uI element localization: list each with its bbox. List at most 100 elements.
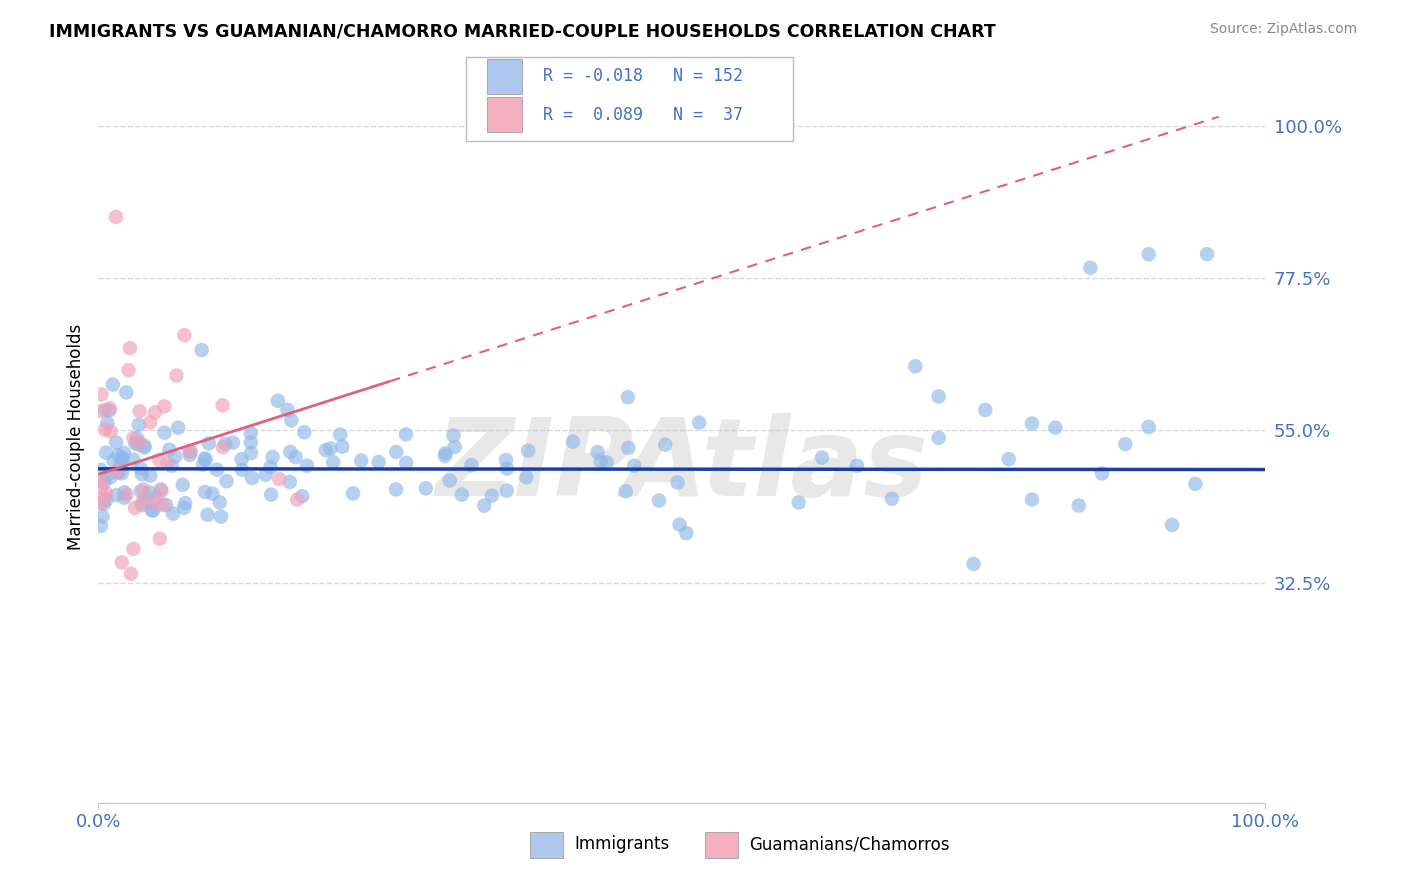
Point bbox=[495, 453, 517, 467]
Point bbox=[131, 496, 153, 510]
Point bbox=[160, 458, 183, 473]
Point bbox=[98, 401, 121, 416]
Point bbox=[668, 517, 690, 532]
Point bbox=[561, 434, 583, 449]
Point bbox=[94, 423, 117, 437]
Point bbox=[150, 484, 173, 499]
Point bbox=[239, 435, 262, 450]
Point bbox=[91, 509, 114, 524]
FancyBboxPatch shape bbox=[486, 97, 522, 132]
Point bbox=[162, 507, 184, 521]
Point bbox=[179, 448, 201, 462]
Point bbox=[209, 509, 232, 524]
Point bbox=[117, 363, 139, 377]
Point bbox=[1114, 437, 1136, 451]
Point bbox=[139, 468, 162, 483]
Point bbox=[367, 455, 389, 469]
Point bbox=[149, 532, 172, 546]
Text: ZIPAtlas: ZIPAtlas bbox=[436, 413, 928, 519]
Point bbox=[122, 431, 145, 445]
Point bbox=[194, 451, 217, 466]
Point bbox=[231, 463, 253, 477]
Point bbox=[104, 210, 127, 224]
Point bbox=[104, 488, 127, 502]
Point bbox=[496, 461, 519, 475]
Point bbox=[90, 519, 112, 533]
Point bbox=[811, 450, 834, 465]
Point bbox=[342, 486, 364, 500]
Point bbox=[350, 453, 373, 467]
Point bbox=[260, 488, 283, 502]
Point bbox=[165, 450, 187, 464]
Point bbox=[1045, 420, 1067, 434]
Point bbox=[1080, 260, 1102, 275]
Point bbox=[90, 473, 112, 487]
Point bbox=[190, 343, 212, 357]
Point bbox=[215, 474, 238, 488]
Point bbox=[156, 457, 179, 471]
Point bbox=[173, 328, 195, 343]
Point bbox=[124, 500, 146, 515]
Point bbox=[460, 458, 482, 472]
Point bbox=[481, 489, 503, 503]
Point bbox=[197, 508, 219, 522]
Point bbox=[496, 483, 519, 498]
Point bbox=[666, 475, 689, 490]
Point bbox=[174, 496, 197, 510]
Point bbox=[648, 493, 671, 508]
Point bbox=[128, 404, 150, 418]
Point bbox=[107, 448, 129, 462]
Point bbox=[111, 451, 134, 466]
Point bbox=[90, 480, 112, 494]
Point bbox=[433, 449, 456, 463]
Point bbox=[139, 416, 162, 430]
Point bbox=[110, 458, 132, 473]
Point bbox=[93, 497, 115, 511]
Point bbox=[159, 442, 181, 457]
Point bbox=[112, 485, 135, 500]
Point bbox=[385, 445, 408, 459]
Point bbox=[434, 446, 457, 460]
Point bbox=[191, 458, 214, 472]
Text: Immigrants: Immigrants bbox=[575, 836, 669, 854]
Point bbox=[222, 435, 245, 450]
Point bbox=[128, 437, 150, 451]
Point bbox=[141, 503, 163, 517]
Point bbox=[278, 445, 301, 459]
Point bbox=[254, 467, 277, 482]
Point bbox=[105, 465, 128, 479]
Point bbox=[295, 458, 318, 473]
Point bbox=[173, 500, 195, 515]
Point bbox=[292, 425, 315, 440]
Point bbox=[167, 420, 190, 434]
Point bbox=[1137, 420, 1160, 434]
Point bbox=[115, 385, 138, 400]
Point bbox=[142, 495, 165, 509]
Point bbox=[962, 557, 984, 571]
Point bbox=[93, 475, 115, 490]
Point bbox=[128, 417, 150, 432]
Point bbox=[291, 489, 314, 503]
Point bbox=[96, 492, 118, 507]
Point bbox=[515, 470, 537, 484]
Point bbox=[240, 446, 263, 460]
Point bbox=[395, 427, 418, 442]
Point bbox=[654, 437, 676, 451]
Point bbox=[205, 463, 228, 477]
Point bbox=[586, 445, 609, 459]
Point bbox=[329, 427, 352, 442]
Point bbox=[120, 566, 142, 581]
Point bbox=[208, 495, 231, 509]
Point bbox=[284, 450, 307, 465]
Point bbox=[100, 425, 122, 439]
Point bbox=[96, 467, 118, 482]
Point bbox=[149, 483, 172, 497]
Point bbox=[239, 425, 262, 440]
Point bbox=[231, 452, 253, 467]
Point bbox=[1161, 517, 1184, 532]
Point bbox=[315, 443, 337, 458]
Point bbox=[1021, 492, 1043, 507]
Point bbox=[623, 458, 645, 473]
Point bbox=[125, 431, 148, 445]
Point bbox=[589, 454, 612, 468]
